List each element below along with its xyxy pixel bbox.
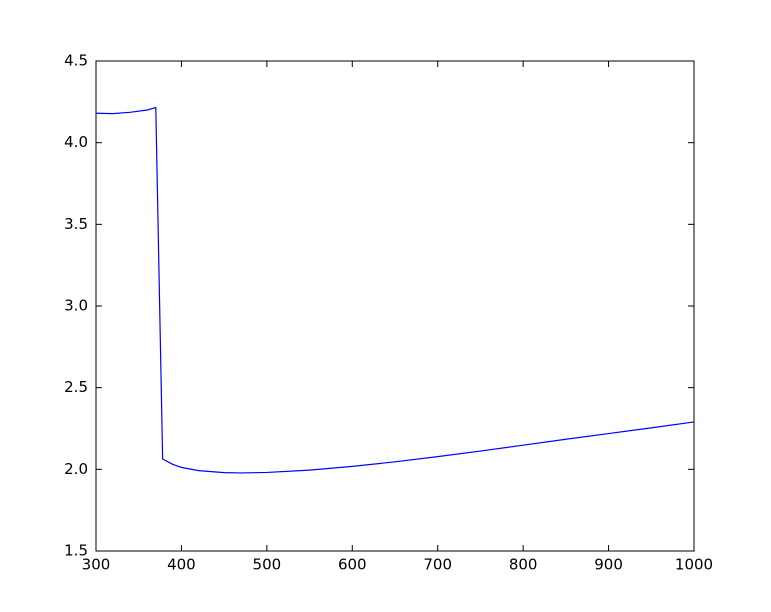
x-tick-label: 400	[167, 556, 196, 574]
y-tick-label: 3.0	[64, 297, 88, 315]
x-tick-label: 1000	[675, 556, 713, 574]
data-line	[95, 106, 695, 474]
x-tick-label: 600	[338, 556, 367, 574]
x-tick-label: 700	[423, 556, 452, 574]
y-tick-label: 4.5	[64, 52, 88, 70]
plot-frame	[95, 60, 695, 552]
x-tick-label: 500	[253, 556, 282, 574]
y-tick-label: 3.5	[64, 215, 88, 233]
y-tick-label: 2.0	[64, 460, 88, 478]
x-tick-label: 900	[594, 556, 623, 574]
y-tick-label: 2.5	[64, 378, 88, 396]
x-tick-label: 300	[82, 556, 111, 574]
x-tick-label: 800	[509, 556, 538, 574]
y-tick-label: 4.0	[64, 133, 88, 151]
y-tick-label: 1.5	[64, 542, 88, 560]
